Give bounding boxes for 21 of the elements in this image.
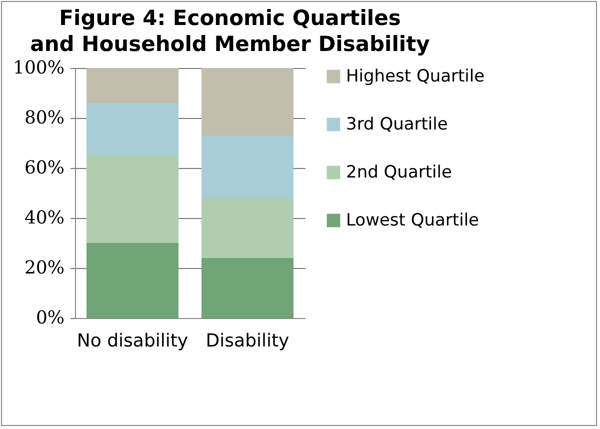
bar bbox=[202, 258, 294, 318]
legend-label: 3rd Quartile bbox=[346, 114, 448, 134]
y-tick-label: 20% bbox=[24, 258, 64, 278]
bar bbox=[86, 156, 178, 243]
chart-title: Figure 4: Economic Quartiles and Household Member Disability bbox=[30, 6, 430, 56]
y-tick-label: 0% bbox=[36, 308, 64, 328]
y-tick-label: 40% bbox=[24, 208, 64, 228]
bar bbox=[202, 198, 294, 258]
y-tick-label: 60% bbox=[24, 158, 64, 178]
x-tick-label: Disability bbox=[206, 330, 290, 352]
x-tick-label: No disability bbox=[76, 330, 188, 352]
bar bbox=[202, 68, 294, 136]
legend-label: Lowest Quartile bbox=[346, 210, 479, 230]
y-tick-label: 100% bbox=[13, 58, 64, 78]
legend-label: 2nd Quartile bbox=[346, 162, 452, 182]
legend-label: Highest Quartile bbox=[346, 66, 485, 86]
y-tick-label: 80% bbox=[24, 108, 64, 128]
bar bbox=[86, 243, 178, 318]
bar bbox=[86, 68, 178, 103]
bar bbox=[86, 103, 178, 156]
bar bbox=[202, 136, 294, 198]
